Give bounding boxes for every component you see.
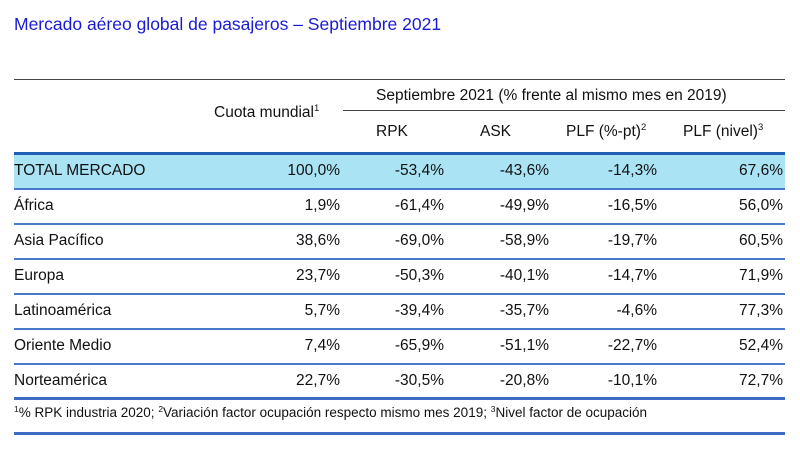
table-bottom-rule bbox=[14, 397, 785, 400]
row-divider bbox=[14, 188, 785, 190]
share-header: Cuota mundial1 bbox=[214, 104, 319, 122]
footnote-sup: 1 bbox=[14, 404, 19, 414]
total-row-background bbox=[14, 152, 785, 188]
column-header-label: ASK bbox=[480, 123, 512, 140]
cell-rpk: -39,4% bbox=[394, 302, 444, 319]
cell-rpk: -69,0% bbox=[394, 232, 444, 249]
row-divider bbox=[14, 223, 785, 225]
table-top-rule bbox=[14, 79, 785, 80]
cell-rpk: -61,4% bbox=[394, 197, 444, 214]
row-divider bbox=[14, 328, 785, 330]
footnote-sup: 3 bbox=[490, 404, 496, 414]
row-name: Latinoamérica bbox=[14, 302, 112, 319]
cell-plf-pt: -14,3% bbox=[607, 162, 657, 179]
cell-share: 22,7% bbox=[296, 372, 340, 389]
cell-ask: -43,6% bbox=[499, 162, 549, 179]
footnote-3: Nivel factor de ocupación bbox=[495, 405, 648, 420]
row-name: TOTAL MERCADO bbox=[14, 162, 146, 179]
row-name: Asia Pacífico bbox=[14, 232, 104, 249]
cell-plf-level: 60,5% bbox=[739, 232, 783, 249]
cell-plf-level: 71,9% bbox=[739, 267, 783, 284]
cell-rpk: -53,4% bbox=[394, 162, 444, 179]
cell-plf-pt: -4,6% bbox=[616, 302, 658, 319]
cell-plf-pt: -10,1% bbox=[607, 372, 657, 389]
cell-ask: -40,1% bbox=[499, 267, 549, 284]
footnote-bottom-rule bbox=[14, 432, 785, 435]
cell-ask: -51,1% bbox=[499, 337, 549, 354]
row-name: África bbox=[14, 197, 54, 214]
cell-ask: -35,7% bbox=[499, 302, 549, 319]
column-header-label: RPK bbox=[376, 123, 408, 140]
row-name: Oriente Medio bbox=[14, 337, 112, 354]
cell-plf-level: 56,0% bbox=[739, 197, 783, 214]
cell-share: 7,4% bbox=[304, 337, 340, 354]
footnote-2: Variación factor ocupación respecto mism… bbox=[163, 405, 491, 420]
page-title: Mercado aéreo global de pasajeros – Sept… bbox=[14, 14, 442, 34]
cell-share: 1,9% bbox=[304, 197, 340, 214]
cell-share: 100,0% bbox=[287, 162, 340, 179]
group-header: Septiembre 2021 (% frente al mismo mes e… bbox=[376, 87, 727, 104]
cell-rpk: -30,5% bbox=[394, 372, 444, 389]
cell-plf-level: 52,4% bbox=[739, 337, 783, 354]
cell-plf-level: 77,3% bbox=[739, 302, 783, 319]
column-header-sup: 3 bbox=[757, 122, 764, 133]
cell-ask: -20,8% bbox=[499, 372, 549, 389]
footnote-sup: 2 bbox=[158, 404, 164, 414]
row-name: Norteamérica bbox=[14, 372, 108, 389]
column-header-label: PLF (nivel) bbox=[683, 123, 758, 140]
cell-plf-pt: -16,5% bbox=[607, 197, 657, 214]
cell-plf-level: 72,7% bbox=[739, 372, 783, 389]
cell-share: 5,7% bbox=[304, 302, 340, 319]
column-header-plf-level: PLF (nivel)3 bbox=[683, 123, 763, 141]
table-row: Asia Pacífico 38,6% -69,0% -58,9% -19,7%… bbox=[14, 223, 785, 258]
table-row: África 1,9% -61,4% -49,9% -16,5% 56,0% bbox=[14, 188, 785, 223]
cell-plf-level: 67,6% bbox=[739, 162, 783, 179]
cell-plf-pt: -14,7% bbox=[607, 267, 657, 284]
cell-rpk: -50,3% bbox=[394, 267, 444, 284]
group-header-rule bbox=[343, 110, 785, 111]
column-header-plf-pt: PLF (%-pt)2 bbox=[566, 123, 646, 141]
row-divider bbox=[14, 293, 785, 295]
cell-share: 38,6% bbox=[296, 232, 340, 249]
column-header-rpk: RPK bbox=[376, 123, 408, 141]
table-row: Europa 23,7% -50,3% -40,1% -14,7% 71,9% bbox=[14, 258, 785, 293]
cell-plf-pt: -22,7% bbox=[607, 337, 657, 354]
cell-rpk: -65,9% bbox=[394, 337, 444, 354]
column-header-label: PLF (%-pt) bbox=[566, 123, 641, 140]
share-header-sup: 1 bbox=[313, 103, 320, 114]
column-header-sup: 2 bbox=[640, 122, 647, 133]
cell-share: 23,7% bbox=[296, 267, 340, 284]
footnote: 1% RPK industria 2020; 2Variación factor… bbox=[14, 405, 647, 420]
table-row-total: TOTAL MERCADO 100,0% -53,4% -43,6% -14,3… bbox=[14, 153, 785, 188]
share-header-label: Cuota mundial bbox=[214, 104, 314, 121]
table-row: Latinoamérica 5,7% -39,4% -35,7% -4,6% 7… bbox=[14, 293, 785, 328]
cell-plf-pt: -19,7% bbox=[607, 232, 657, 249]
footnote-1: % RPK industria 2020; bbox=[18, 405, 159, 420]
column-header-ask: ASK bbox=[480, 123, 511, 141]
row-divider bbox=[14, 258, 785, 260]
cell-ask: -49,9% bbox=[499, 197, 549, 214]
row-divider bbox=[14, 363, 785, 365]
table-row: Norteamérica 22,7% -30,5% -20,8% -10,1% … bbox=[14, 363, 785, 398]
row-name: Europa bbox=[14, 267, 64, 284]
table-row: Oriente Medio 7,4% -65,9% -51,1% -22,7% … bbox=[14, 328, 785, 363]
cell-ask: -58,9% bbox=[499, 232, 549, 249]
